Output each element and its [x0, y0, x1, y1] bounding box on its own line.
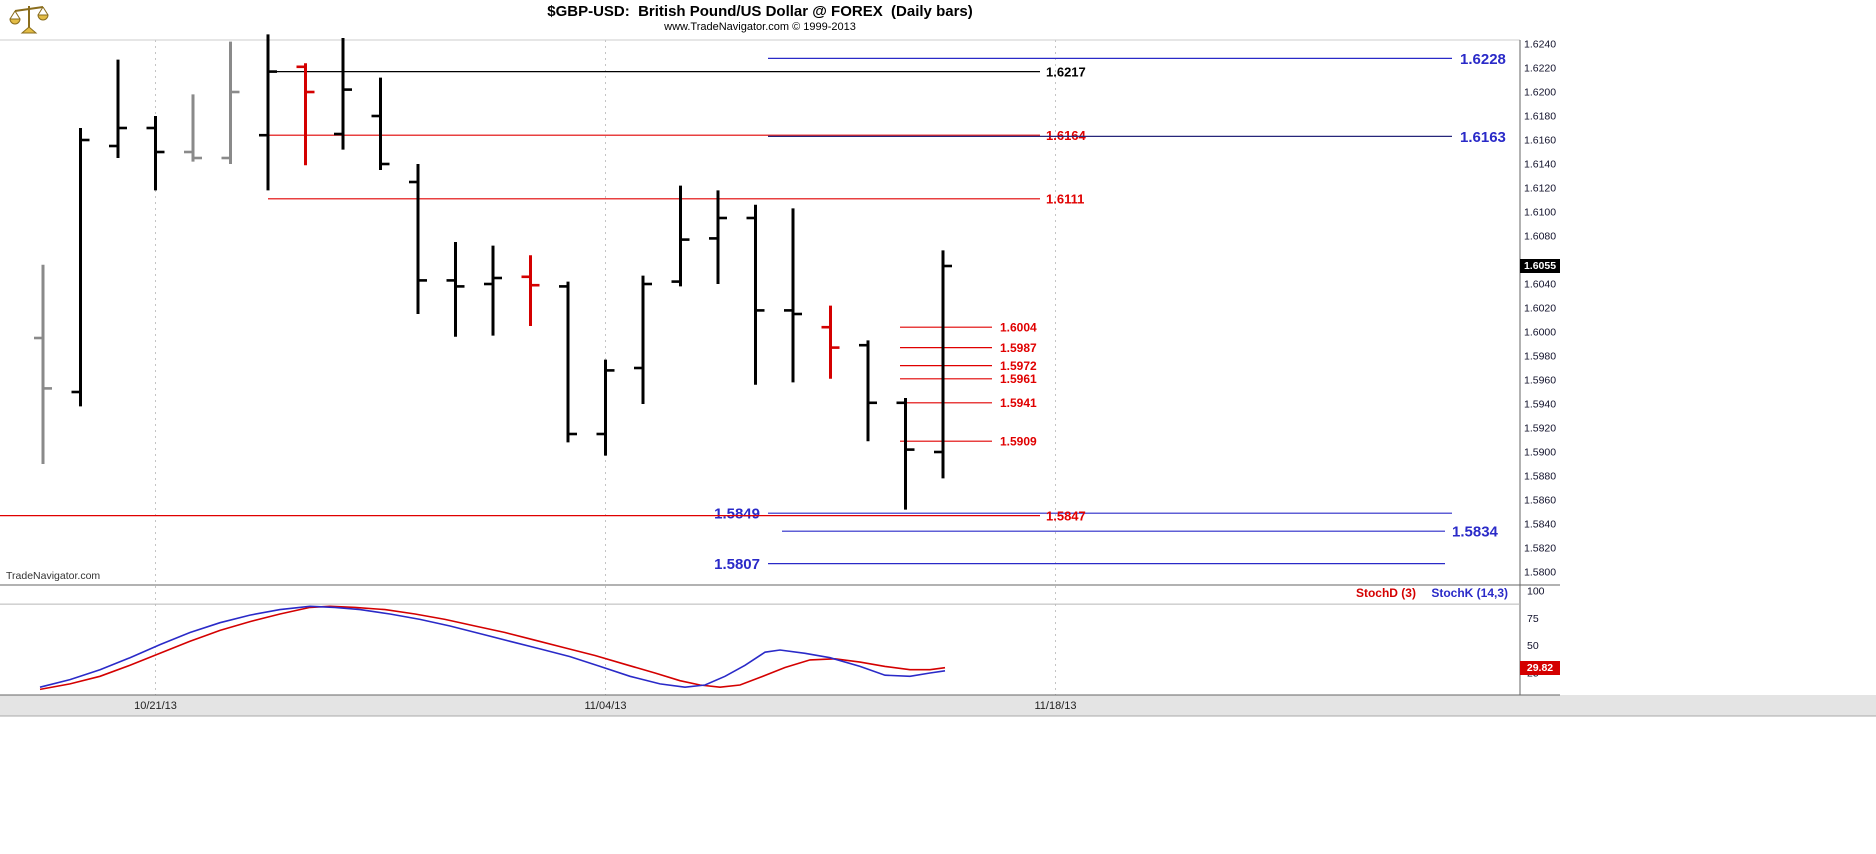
ohlc-bar	[896, 398, 915, 510]
ohlc-bar	[596, 359, 615, 456]
price-level-label: 1.6228	[1460, 51, 1506, 68]
price-level-label: 1.6164	[1046, 128, 1087, 143]
stoch-scale-label: 50	[1527, 640, 1539, 652]
ohlc-bar	[821, 305, 840, 379]
watermark: TradeNavigator.com	[6, 570, 101, 582]
ohlc-bar	[446, 242, 465, 337]
price-axis-label: 1.5880	[1524, 471, 1556, 483]
price-level-label: 1.5849	[714, 506, 760, 523]
stochd-legend-label[interactable]: StochD (3)	[1355, 586, 1416, 600]
ohlc-bar	[934, 250, 952, 479]
price-axis-label: 1.6200	[1524, 87, 1556, 99]
price-level-label: 1.5972	[1000, 359, 1037, 373]
ohlc-bar	[371, 77, 390, 170]
price-level-label: 1.5807	[714, 556, 760, 573]
ohlc-bar	[109, 59, 127, 158]
stoch-legend: StochD (3) StochK (14,3)	[0, 586, 1508, 600]
ohlc-bar	[221, 41, 240, 164]
last-price-badge: 1.6055	[1520, 259, 1560, 273]
ohlc-bar	[71, 128, 90, 407]
scales-icon	[9, 6, 49, 34]
price-axis-label: 1.6240	[1524, 39, 1556, 51]
price-axis-label: 1.6100	[1524, 207, 1556, 219]
ohlc-bar	[521, 255, 540, 326]
ohlc-bar	[296, 63, 315, 166]
price-axis-label: 1.5920	[1524, 423, 1556, 435]
price-axis-label: 1.5900	[1524, 447, 1556, 459]
price-level-label: 1.6004	[1000, 321, 1037, 335]
price-level-label: 1.5941	[1000, 396, 1037, 410]
price-level-label: 1.6163	[1460, 129, 1506, 146]
page-subtitle: www.TradeNavigator.com © 1999-2013	[664, 21, 856, 33]
ohlc-bar	[484, 245, 502, 336]
price-axis-label: 1.5840	[1524, 519, 1556, 531]
price-level-label: 1.6217	[1046, 64, 1086, 79]
price-level-label: 1.5909	[1000, 435, 1037, 449]
stoch-line-d	[39, 605, 946, 691]
ohlc-bar	[34, 264, 52, 464]
price-level-label: 1.5847	[1046, 508, 1086, 523]
date-label: 10/21/13	[134, 700, 177, 712]
date-label: 11/04/13	[584, 700, 626, 712]
price-axis-label: 1.6180	[1524, 111, 1556, 123]
price-axis-label: 1.5940	[1524, 399, 1556, 411]
ohlc-bar	[709, 190, 727, 284]
price-axis-label: 1.6020	[1524, 303, 1556, 315]
ohlc-bar	[334, 38, 352, 150]
price-axis-label: 1.6160	[1524, 135, 1556, 147]
price-level-label: 1.6111	[1046, 191, 1084, 206]
price-axis-label: 1.5980	[1524, 351, 1556, 363]
ohlc-bar	[146, 116, 165, 191]
ohlc-bar	[671, 185, 690, 287]
date-axis-strip	[0, 695, 1876, 716]
ohlc-bar	[409, 164, 427, 314]
date-label: 11/18/13	[1034, 700, 1076, 712]
stoch-scale-label: 100	[1527, 586, 1545, 598]
price-level-label: 1.5987	[1000, 341, 1037, 355]
price-axis-label: 1.6040	[1524, 279, 1556, 291]
stoch-scale-label: 75	[1527, 613, 1539, 625]
stochk-legend-label[interactable]: StochK (14,3)	[1431, 586, 1508, 600]
stoch-value-badge: 29.82	[1520, 660, 1560, 675]
price-axis-label: 1.6120	[1524, 183, 1556, 195]
price-level-label: 1.5834	[1452, 524, 1499, 541]
stoch-line-k	[39, 605, 946, 689]
price-axis-label: 1.6000	[1524, 327, 1556, 339]
price-level-label: 1.5961	[1000, 372, 1037, 386]
price-axis-label: 1.5820	[1524, 543, 1556, 555]
ohlc-bar	[634, 275, 652, 404]
price-axis-label: 1.6220	[1524, 63, 1556, 75]
ohlc-bar	[746, 204, 765, 385]
price-axis-label: 1.5800	[1524, 567, 1556, 579]
page-title: $GBP-USD: British Pound/US Dollar @ FORE…	[547, 3, 973, 20]
price-axis-label: 1.6080	[1524, 231, 1556, 243]
price-axis-label: 1.6140	[1524, 159, 1556, 171]
ohlc-bar	[259, 34, 277, 191]
price-axis-label: 1.5960	[1524, 375, 1556, 387]
ohlc-bar	[859, 340, 877, 442]
ohlc-bar	[559, 281, 577, 443]
price-axis-label: 1.5860	[1524, 495, 1556, 507]
ohlc-bar	[784, 208, 802, 383]
ohlc-bar	[184, 94, 202, 162]
tradenavigator-logo	[8, 2, 50, 36]
